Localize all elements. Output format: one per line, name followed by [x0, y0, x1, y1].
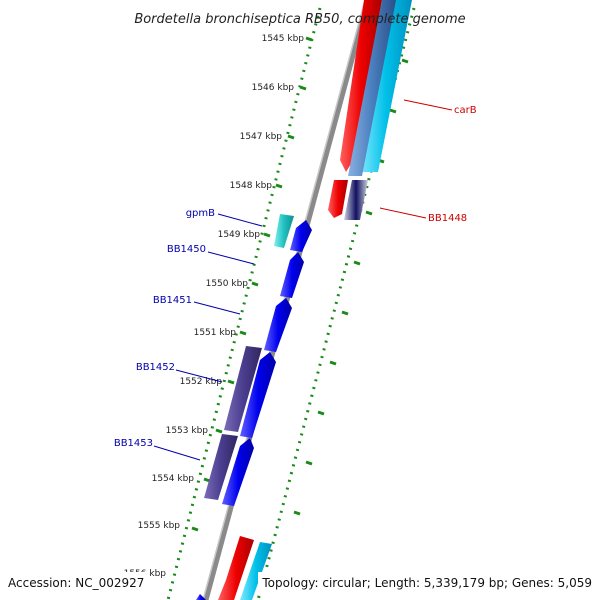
gene-blue-bottom[interactable]: [196, 594, 206, 600]
gene-red-reverse[interactable]: [340, 0, 382, 172]
gene-carB[interactable]: [348, 0, 396, 176]
scale-label: 1548 kbp: [230, 181, 273, 191]
accession-text: Accession: NC_002927: [8, 576, 144, 590]
gene-red-reverse-2[interactable]: [328, 180, 348, 218]
callout-line-BB1448: [379, 207, 427, 219]
gene-cyan-bottom[interactable]: [240, 542, 272, 600]
gene-label-BB1453[interactable]: BB1453: [114, 438, 153, 449]
gene-BB1452[interactable]: [224, 346, 262, 432]
gene-gpmB[interactable]: [274, 214, 294, 248]
gene-label-BB1450[interactable]: BB1450: [167, 244, 206, 255]
gene-label-carB[interactable]: carB: [454, 105, 477, 116]
scale-label: 1547 kbp: [240, 132, 283, 142]
callout-line-carB: [403, 99, 453, 111]
scale-label: 1553 kbp: [166, 426, 209, 436]
scale-label: 1552 kbp: [180, 377, 223, 387]
page-title: Bordetella bronchiseptica RB50, complete…: [134, 12, 465, 27]
gene-label-gpmB[interactable]: gpmB: [186, 208, 215, 219]
callout-line-BB1452: [175, 369, 223, 383]
gene-forward-3[interactable]: [222, 438, 254, 506]
scale-track-dotted: [166, 7, 322, 600]
gene-label-BB1448[interactable]: BB1448: [428, 213, 467, 224]
gene-cyan-reverse[interactable]: [360, 0, 412, 172]
callout-line-BB1450: [207, 251, 255, 265]
gene-BB1451[interactable]: [264, 298, 292, 352]
footer-right-bg: [258, 572, 596, 592]
gene-BB1448[interactable]: [344, 180, 368, 220]
scale-label: 1545 kbp: [262, 34, 305, 44]
scale-label: 1555 kbp: [138, 521, 181, 531]
footer-left-bg: [4, 572, 150, 592]
scale-label: 1549 kbp: [218, 230, 261, 240]
scale-label: 1546 kbp: [252, 83, 295, 93]
scale-label: 1554 kbp: [152, 474, 195, 484]
gene-BB1450[interactable]: [280, 252, 304, 298]
callout-line-BB1451: [193, 301, 241, 315]
gene-label-BB1452[interactable]: BB1452: [136, 362, 175, 373]
gene-red-bottom[interactable]: [218, 536, 254, 600]
gene-BB1453[interactable]: [204, 434, 238, 500]
gene-label-BB1451[interactable]: BB1451: [153, 295, 192, 306]
callout-line-gpmB: [217, 213, 263, 227]
gene-forward-1[interactable]: [290, 220, 312, 252]
scale-label: 1550 kbp: [206, 279, 249, 289]
callout-line-BB1453: [153, 445, 201, 461]
gene-forward-2[interactable]: [240, 352, 276, 438]
topology-text: Topology: circular; Length: 5,339,179 bp…: [261, 576, 592, 590]
callouts: carB BB1448 gpmB BB1450 BB1451 BB1452 BB…: [114, 99, 477, 461]
scale-label: 1551 kbp: [194, 328, 237, 338]
